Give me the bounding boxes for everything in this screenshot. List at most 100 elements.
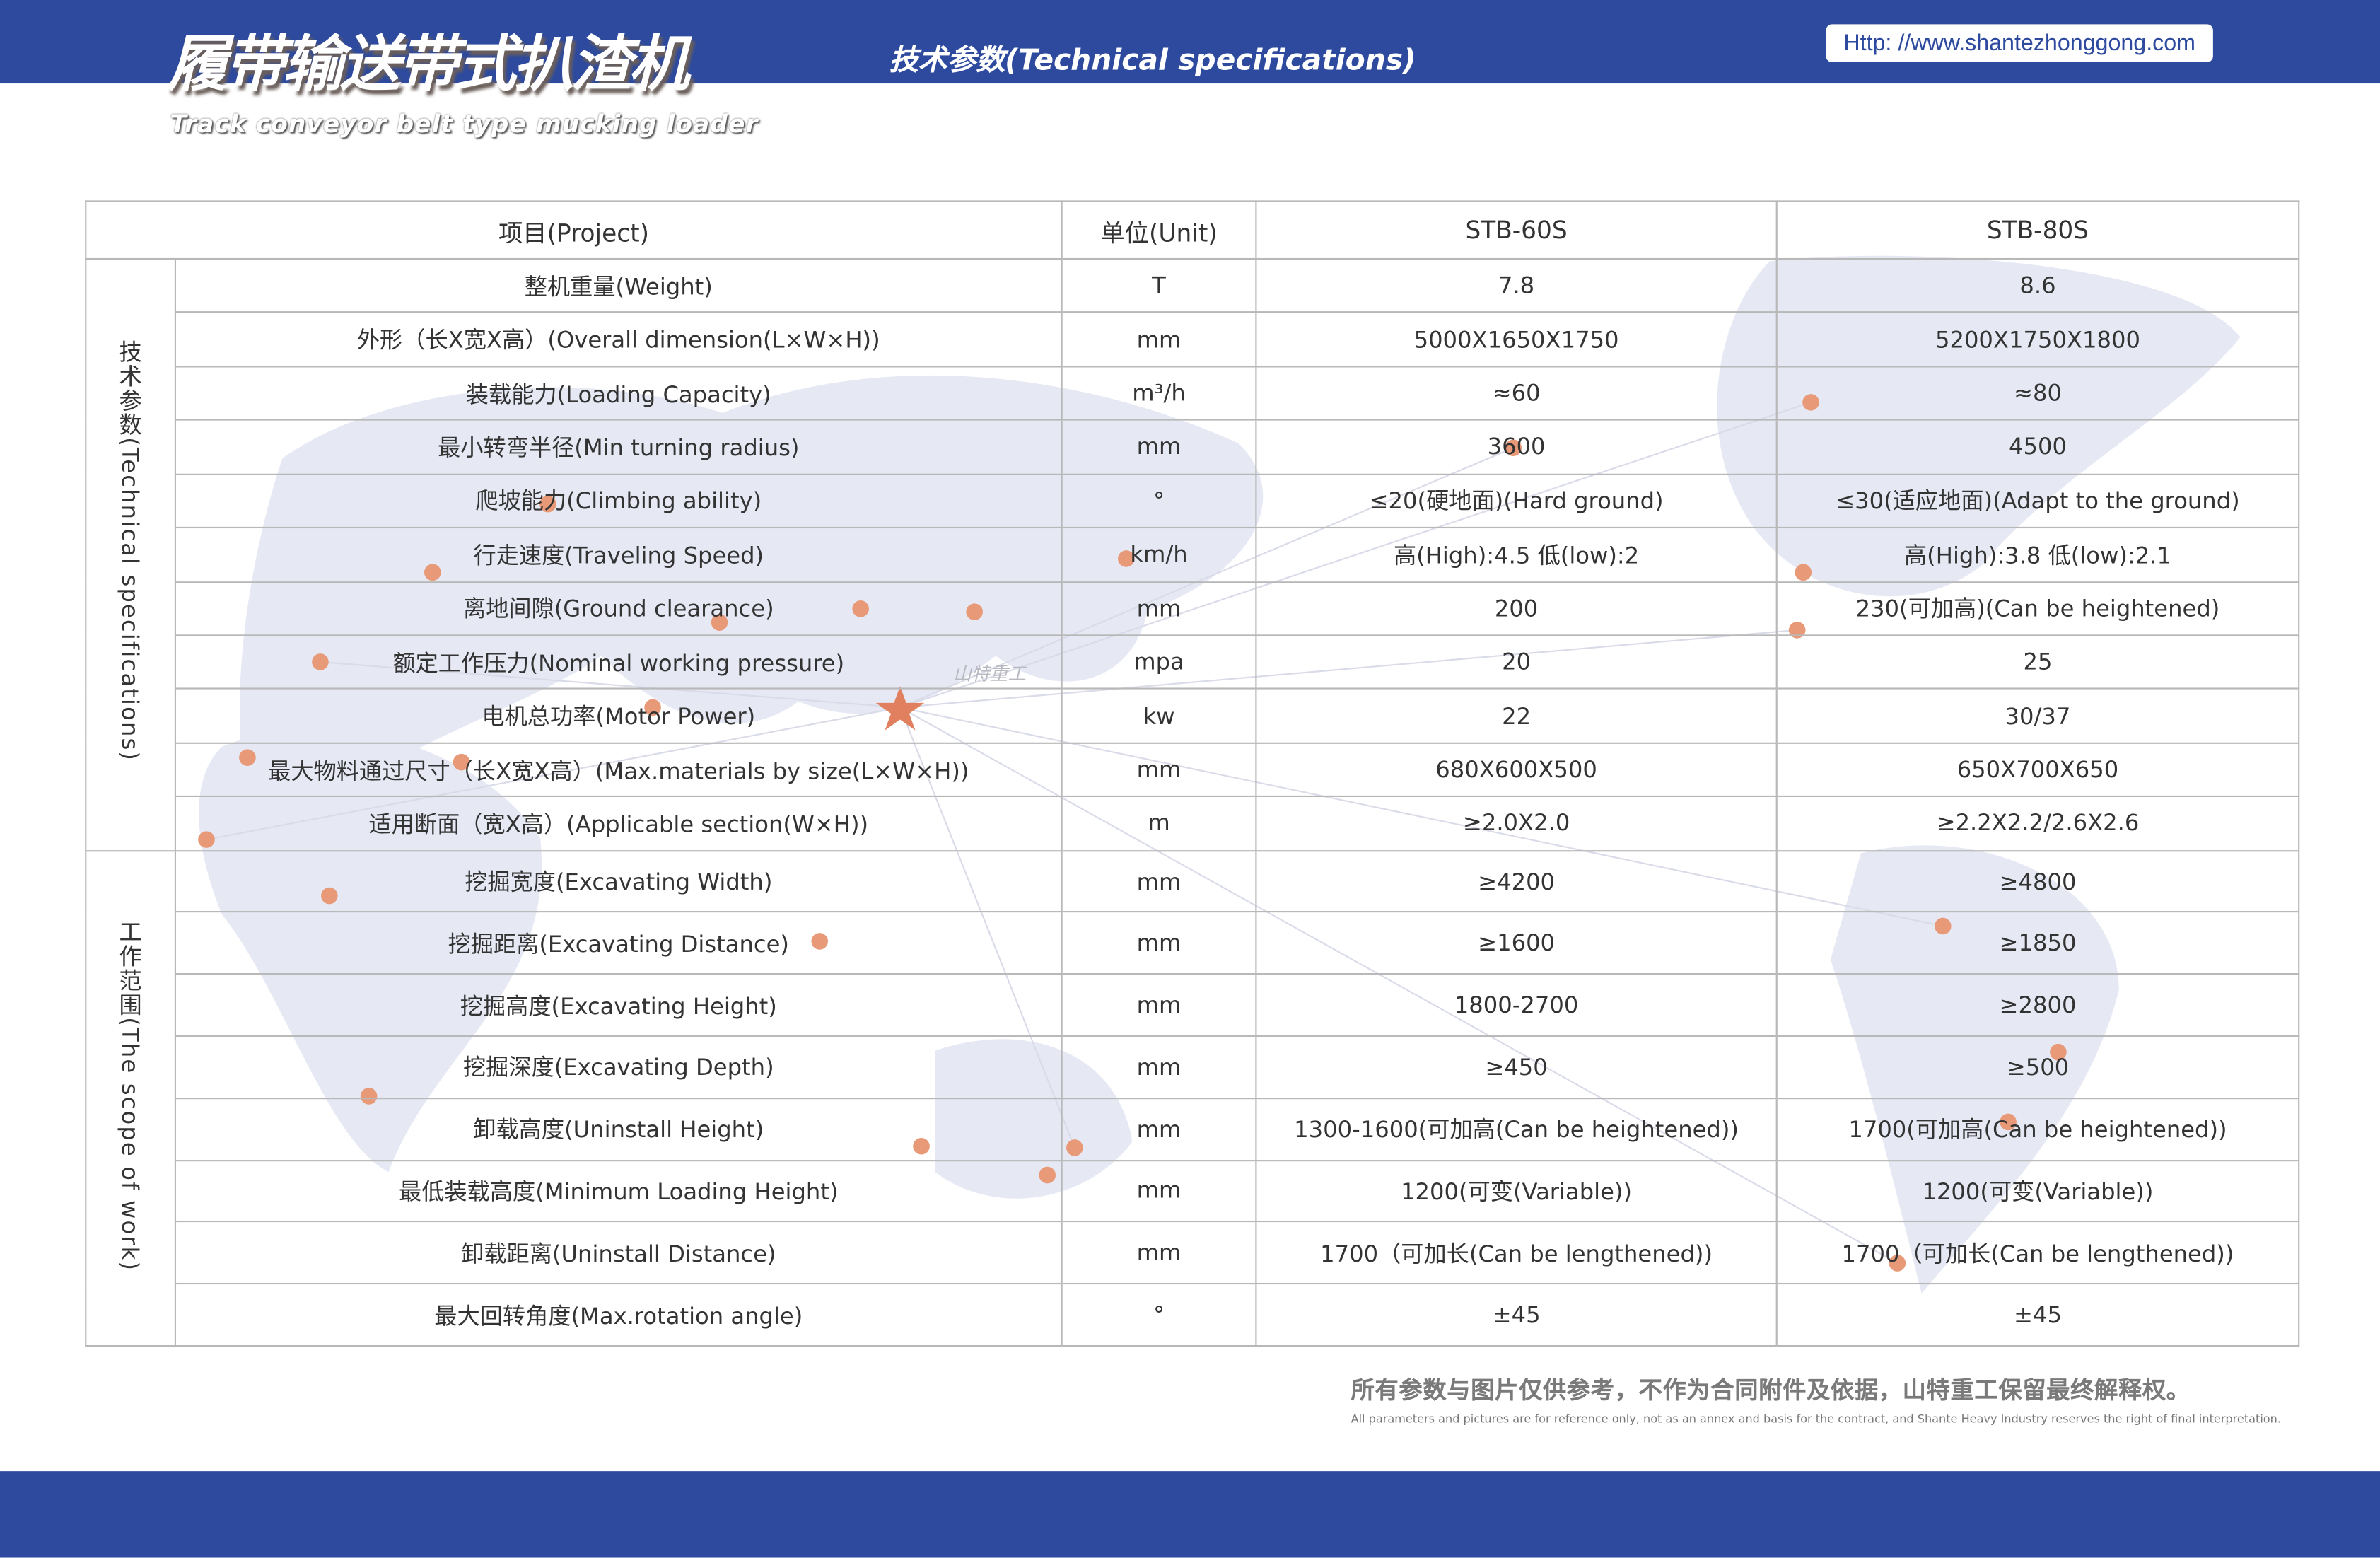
item-cell: 挖掘距离(Excavating Distance): [174, 911, 1063, 975]
table-row: 外形（长X宽X高）(Overall dimension(L×W×H)) mm 500…: [86, 311, 2300, 368]
table-row: 挖掘深度(Excavating Depth) mm ≥450 ≥500: [86, 1035, 2300, 1099]
section-subtitle: 技术参数(Technical specifications): [889, 44, 1416, 78]
stb60s-value: 1800-2700: [1255, 973, 1778, 1037]
stb80s-value: ≈80: [1775, 366, 2300, 422]
item-cell: 最大物料通过尺寸（长X宽X高）(Max.materials by size(L×…: [174, 742, 1063, 798]
table-header-row: 项目(Project) 单位(Unit) STB-60S STB-80S: [85, 200, 2300, 260]
stb60s-value: ≥1600: [1255, 911, 1778, 975]
col-header-stb60s: STB-60S: [1255, 200, 1778, 260]
table-row: 最小转弯半径(Min turning radius) mm 3600 4500: [86, 419, 2300, 475]
table-row: 工作范围(The scope of work) 挖掘宽度(Excavating W…: [85, 849, 2300, 1347]
table-row: 卸载距离(Uninstall Distance) mm 1700（可加长(Can b…: [86, 1221, 2300, 1285]
unit-cell: mpa: [1061, 634, 1257, 690]
unit-cell: mm: [1061, 419, 1257, 475]
stb60s-value: ≤20(硬地面)(Hard ground): [1255, 473, 1778, 529]
stb60s-value: ≥4200: [1255, 849, 1778, 914]
group-cell: 技术参数(Technical specifications): [85, 257, 177, 851]
unit-cell: mm: [1061, 742, 1257, 798]
stb80s-value: 5200X1750X1800: [1775, 311, 2300, 368]
unit-cell: mm: [1061, 1097, 1257, 1161]
item-cell: 离地间隙(Ground clearance): [174, 581, 1063, 636]
stb80s-value: 30/37: [1775, 688, 2300, 744]
table-row: 适用断面（宽X高）(Applicable section(W×H)) m ≥2.0X…: [86, 796, 2300, 851]
stb80s-value: 8.6: [1775, 257, 2300, 314]
table-row: 最大回转角度(Max.rotation angle) ° ±45 ±45: [86, 1283, 2300, 1347]
stb60s-value: ±45: [1255, 1283, 1778, 1347]
item-cell: 挖掘深度(Excavating Depth): [174, 1035, 1063, 1099]
unit-cell: mm: [1061, 1159, 1257, 1223]
stb80s-value: ≥2.2X2.2/2.6X2.6: [1775, 796, 2300, 851]
unit-cell: m³/h: [1061, 366, 1257, 422]
stb60s-value: 1700（可加长(Can be lengthened)): [1255, 1221, 1778, 1285]
disclaimer-cn: 所有参数与图片仅供参考，不作为合同附件及依据，山特重工保留最终解释权。: [1351, 1377, 2191, 1405]
item-cell: 整机重量(Weight): [174, 257, 1063, 314]
stb60s-value: 3600: [1255, 419, 1778, 475]
group-label: 技术参数(Technical specifications): [116, 340, 144, 763]
item-cell: 爬坡能力(Climbing ability): [174, 473, 1063, 529]
item-cell: 卸载高度(Uninstall Height): [174, 1097, 1063, 1161]
stb60s-value: 1200(可变(Variable)): [1255, 1159, 1778, 1223]
stb60s-value: 20: [1255, 634, 1778, 690]
stb80s-value: 25: [1775, 634, 2300, 690]
website-link[interactable]: Http: //www.shantezhonggong.com: [1826, 24, 2213, 63]
unit-cell: mm: [1061, 973, 1257, 1037]
item-cell: 行走速度(Traveling Speed): [174, 527, 1063, 583]
table-row: 挖掘距离(Excavating Distance) mm ≥1600 ≥1850: [86, 911, 2300, 975]
item-cell: 挖掘宽度(Excavating Width): [174, 849, 1063, 914]
table-row: 卸载高度(Uninstall Height) mm 1300-1600(可加高(Ca…: [86, 1097, 2300, 1161]
stb80s-value: 1200(可变(Variable)): [1775, 1159, 2300, 1223]
item-cell: 最低装载高度(Minimum Loading Height): [174, 1159, 1063, 1223]
stb80s-value: ±45: [1775, 1283, 2300, 1347]
table-row: 行走速度(Traveling Speed) km/h 高(High):4.5 低(l…: [86, 527, 2300, 583]
table-row: 最低装载高度(Minimum Loading Height) mm 1200(可变(…: [86, 1159, 2300, 1223]
unit-cell: mm: [1061, 311, 1257, 368]
stb80s-value: ≤30(适应地面)(Adapt to the ground): [1775, 473, 2300, 529]
product-title-en: Track conveyor belt type mucking loader: [170, 109, 759, 139]
stb60s-value: ≈60: [1255, 366, 1778, 422]
unit-cell: mm: [1061, 849, 1257, 914]
item-cell: 装载能力(Loading Capacity): [174, 366, 1063, 422]
col-header-unit: 单位(Unit): [1061, 200, 1257, 260]
stb60s-value: 1300-1600(可加高(Can be heightened)): [1255, 1097, 1778, 1161]
table-row: 额定工作压力(Nominal working pressure) mpa 20 25: [86, 634, 2300, 690]
unit-cell: °: [1061, 1283, 1257, 1347]
item-cell: 适用断面（宽X高）(Applicable section(W×H)): [174, 796, 1063, 851]
item-cell: 额定工作压力(Nominal working pressure): [174, 634, 1063, 690]
item-cell: 卸载距离(Uninstall Distance): [174, 1221, 1063, 1285]
stb80s-value: 1700（可加长(Can be lengthened)): [1775, 1221, 2300, 1285]
unit-cell: °: [1061, 473, 1257, 529]
stb80s-value: 1700(可加高(Can be heightened)): [1775, 1097, 2300, 1161]
stb80s-value: ≥2800: [1775, 973, 2300, 1037]
stb80s-value: 650X700X650: [1775, 742, 2300, 798]
unit-cell: mm: [1061, 1221, 1257, 1285]
table-row: 装载能力(Loading Capacity) m³/h ≈60 ≈80: [86, 366, 2300, 422]
col-header-stb80s: STB-80S: [1775, 200, 2300, 260]
item-cell: 外形（长X宽X高）(Overall dimension(L×W×H)): [174, 311, 1063, 368]
col-header-project: 项目(Project): [85, 200, 1063, 260]
stb60s-value: 高(High):4.5 低(low):2: [1255, 527, 1778, 583]
disclaimer-en: All parameters and pictures are for refe…: [1351, 1412, 2281, 1426]
stb80s-value: 高(High):3.8 低(low):2.1: [1775, 527, 2300, 583]
group-label: 工作范围(The scope of work): [116, 919, 144, 1272]
unit-cell: T: [1061, 257, 1257, 314]
stb80s-value: ≥4800: [1775, 849, 2300, 914]
stb80s-value: 230(可加高)(Can be heightened): [1775, 581, 2300, 636]
stb60s-value: ≥2.0X2.0: [1255, 796, 1778, 851]
stb60s-value: 5000X1650X1750: [1255, 311, 1778, 368]
table-row: 最大物料通过尺寸（长X宽X高）(Max.materials by size(L×…: [86, 742, 2300, 798]
table-row: 电机总功率(Motor Power) kw 22 30/37: [86, 688, 2300, 744]
unit-cell: kw: [1061, 688, 1257, 744]
stb60s-value: ≥450: [1255, 1035, 1778, 1099]
unit-cell: km/h: [1061, 527, 1257, 583]
table-row: 技术参数(Technical specifications) 整机重量(Weigh…: [85, 257, 2300, 851]
product-title-cn: 履带输送带式扒渣机: [167, 30, 689, 100]
stb60s-value: 680X600X500: [1255, 742, 1778, 798]
unit-cell: m: [1061, 796, 1257, 851]
stb60s-value: 7.8: [1255, 257, 1778, 314]
spec-table: 项目(Project) 单位(Unit) STB-60S STB-80S 技术参…: [85, 200, 2300, 1347]
stb80s-value: ≥500: [1775, 1035, 2300, 1099]
unit-cell: mm: [1061, 1035, 1257, 1099]
unit-cell: mm: [1061, 581, 1257, 636]
table-row: 爬坡能力(Climbing ability) ° ≤20(硬地面)(Hard gro…: [86, 473, 2300, 529]
